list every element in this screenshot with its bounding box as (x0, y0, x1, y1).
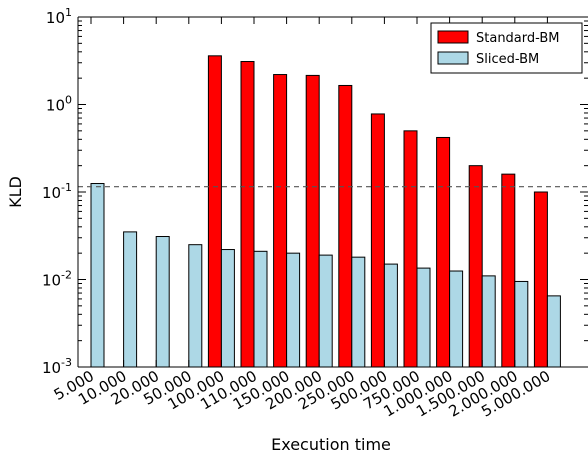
standard-bm-bar (305, 74, 320, 368)
legend-swatch-standard-bm (437, 30, 469, 44)
y-axis-label: KLD (6, 176, 25, 208)
sliced-bm-bar (481, 275, 496, 368)
sliced-bm-bar (253, 250, 268, 368)
standard-bm-bar (338, 84, 353, 368)
standard-bm-bar (273, 74, 288, 368)
sliced-bm-bar (318, 254, 333, 368)
sliced-bm-bar (286, 252, 301, 368)
y-tick-label: 100 (46, 94, 72, 115)
legend-swatch-sliced-bm (437, 51, 469, 65)
legend-label-standard-bm: Standard-BM (476, 31, 560, 46)
sliced-bm-bar (123, 231, 138, 368)
sliced-bm-bar (155, 236, 170, 368)
sliced-bm-bar (416, 267, 431, 368)
standard-bm-bar (370, 113, 385, 368)
legend-label-sliced-bm: Sliced-BM (476, 52, 539, 67)
standard-bm-bar (501, 173, 516, 368)
plot-area (90, 55, 561, 368)
sliced-bm-bar (90, 183, 105, 368)
sliced-bm-bar (514, 280, 529, 368)
legend: Standard-BM Sliced-BM (430, 22, 583, 74)
standard-bm-bar (403, 130, 418, 368)
y-tick-label: 101 (46, 6, 72, 27)
standard-bm-bar (240, 61, 255, 368)
y-tick-label: 10-2 (42, 269, 72, 290)
standard-bm-bar (436, 136, 451, 368)
sliced-bm-bar (546, 295, 561, 368)
sliced-bm-bar (449, 270, 464, 368)
standard-bm-bar (533, 191, 548, 368)
y-tick-label: 10-3 (42, 356, 72, 377)
sliced-bm-bar (383, 263, 398, 368)
standard-bm-bar (468, 165, 483, 368)
sliced-bm-bar (188, 244, 203, 368)
sliced-bm-bar (351, 256, 366, 368)
y-tick-label: 10-1 (42, 181, 72, 202)
x-axis-label: Execution time (271, 435, 391, 454)
standard-bm-bar (207, 55, 222, 368)
sliced-bm-bar (220, 249, 235, 368)
